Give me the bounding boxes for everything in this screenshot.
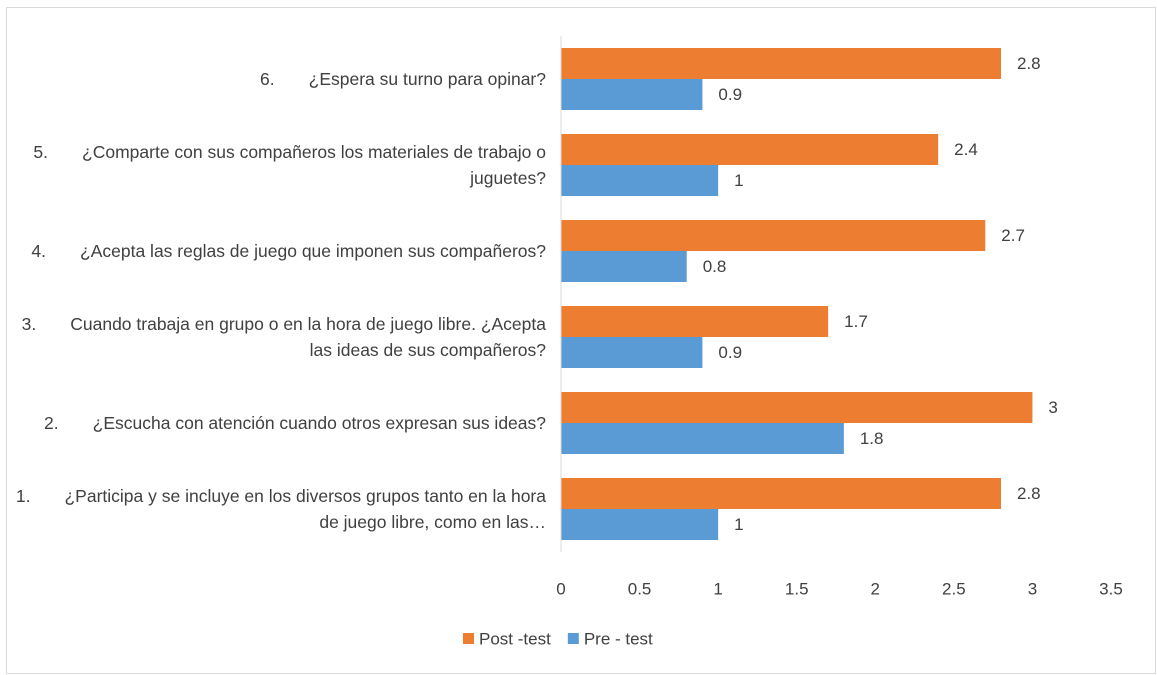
- value-label: 1: [734, 515, 743, 534]
- value-label: 1.7: [844, 312, 868, 331]
- category-label: 5. ¿Comparte con sus compañeros los mate…: [33, 142, 551, 188]
- bar: [561, 509, 719, 540]
- value-label: 2.8: [1017, 54, 1041, 73]
- legend-label: Post -test: [479, 629, 551, 648]
- bar: [561, 392, 1033, 423]
- bar: [561, 220, 986, 251]
- bar: [561, 423, 844, 454]
- x-tick-label: 1: [713, 579, 722, 598]
- value-label: 1: [734, 171, 743, 190]
- bar: [561, 251, 687, 282]
- chart-frame: [6, 7, 1156, 674]
- category-label: 4. ¿Acepta las reglas de juego que impon…: [31, 241, 546, 261]
- x-tick-label: 2.5: [942, 579, 966, 598]
- bar: [561, 165, 719, 196]
- value-label: 2.7: [1001, 226, 1025, 245]
- value-label: 0.8: [703, 257, 727, 276]
- value-label: 2.8: [1017, 484, 1041, 503]
- bar: [561, 48, 1001, 79]
- bar: [561, 478, 1001, 509]
- legend-label: Pre - test: [584, 629, 653, 648]
- legend-swatch: [567, 633, 579, 644]
- bar: [561, 306, 829, 337]
- bar: [561, 79, 703, 110]
- value-label: 0.9: [718, 85, 742, 104]
- category-label: 1. ¿Participa y se incluye en los divers…: [15, 486, 551, 532]
- x-tick-label: 3: [1028, 579, 1037, 598]
- category-label: 6. ¿Espera su turno para opinar?: [260, 69, 546, 89]
- category-label: 3. Cuando trabaja en grupo o en la hora …: [21, 314, 551, 360]
- bar: [561, 337, 703, 368]
- value-label: 1.8: [860, 429, 884, 448]
- value-label: 3: [1048, 398, 1057, 417]
- value-label: 2.4: [954, 140, 978, 159]
- category-label: 2. ¿Escucha con atención cuando otros ex…: [44, 413, 546, 433]
- x-tick-label: 0.5: [628, 579, 652, 598]
- bar: [561, 134, 939, 165]
- x-tick-label: 0: [556, 579, 565, 598]
- x-tick-label: 3.5: [1099, 579, 1123, 598]
- legend-swatch: [463, 633, 474, 644]
- value-label: 0.9: [718, 343, 742, 362]
- x-tick-label: 2: [871, 579, 880, 598]
- x-tick-label: 1.5: [785, 579, 809, 598]
